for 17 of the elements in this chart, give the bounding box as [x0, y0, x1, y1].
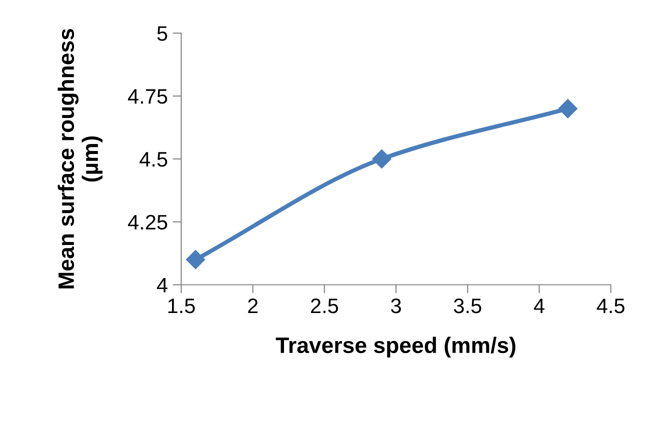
x-tick-label: 4	[534, 298, 544, 314]
x-tick-label: 4.5	[596, 298, 624, 314]
x-tick-label: 3.5	[454, 298, 482, 314]
y-tick-label: 4	[156, 278, 168, 292]
point	[372, 149, 392, 168]
y-tick-label: 4.25	[128, 214, 168, 230]
x-tick-label: 2	[248, 298, 258, 314]
x-axis-title: Traverse speed (mm/s)	[276, 336, 516, 358]
x-tick-label: 2.5	[311, 298, 338, 314]
y-tick-label: 5	[157, 26, 168, 41]
point	[558, 99, 578, 118]
y-axis-title: Mean surface roughness (µm)	[58, 28, 103, 288]
x-tick-label: 3	[391, 298, 401, 314]
x-tick-label: 1.5	[168, 298, 195, 314]
y-tick-label: 4.75	[128, 89, 168, 104]
y-tick-label: 4.5	[140, 152, 168, 167]
point	[186, 250, 206, 270]
